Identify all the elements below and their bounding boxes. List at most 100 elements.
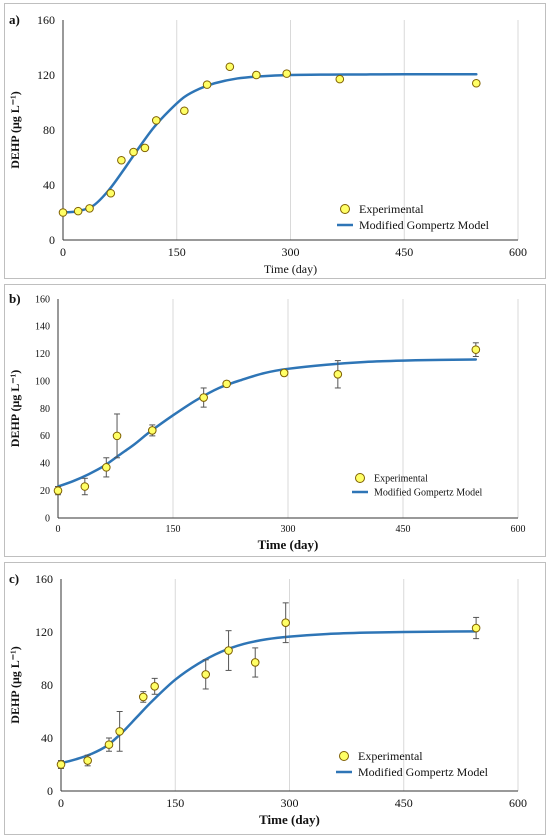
data-point [201,670,211,679]
model-curve [59,630,478,765]
data-point [138,692,148,702]
chart-svg-3: 0 150 300 450 600 0 40 80 120 160 c) Time (day) DEHP… [8,571,527,827]
data-point [151,116,161,125]
chart-panel-c: 0 150 300 450 600 0 40 80 120 160 c) Time (day) DEHP… [4,562,546,835]
legend: Experimental Modified Gompertz Model [337,202,490,232]
chart-panel-b: 0 150 300 450 600 0 20 40 60 80 100 120 140 160 b) Time… [4,284,546,557]
legend: Experimental Modified Gompertz Model [352,473,483,498]
data-point [85,204,94,213]
legend-label-model: Modified Gompertz Model [358,765,489,779]
legend-label-experimental: Experimental [358,749,423,763]
data-point [56,760,66,769]
data-point [80,482,90,491]
y-tick-label: 80 [41,678,53,692]
legend-label-model: Modified Gompertz Model [359,218,490,232]
x-tick-label: 0 [60,245,66,259]
y-axis-label: DEHP (μg L⁻¹) [8,91,22,168]
data-point [150,682,159,691]
data-point [140,143,150,153]
y-axis-label: DEHP (μg L⁻¹) [8,370,22,447]
x-tick-label: 450 [395,796,413,810]
data-point [199,393,208,402]
y-tick-label: 0 [49,233,55,247]
x-tick-label: 150 [166,524,181,535]
data-point [129,147,138,157]
data-point [104,740,114,749]
data-point [333,369,343,379]
chart-panel-a: 0 150 300 450 600 0 40 80 120 160 a) Time (day) DEHP… [4,3,546,279]
x-axis-label: Time (day) [259,812,320,827]
x-tick-label: 0 [56,524,61,535]
model-curve [61,73,478,214]
y-tick-label: 160 [35,294,50,305]
data-point [225,62,235,72]
y-tick-label: 80 [43,123,55,137]
x-tick-label: 150 [166,796,184,810]
data-point [471,623,481,633]
legend-label-experimental: Experimental [374,473,428,484]
y-tick-label: 60 [40,431,50,442]
legend-marker-experimental [339,751,349,761]
x-tick-label: 300 [281,796,299,810]
y-tick-label: 160 [37,13,55,27]
panel-label: a) [9,12,20,27]
y-tick-label: 120 [35,625,53,639]
data-point [58,208,68,217]
y-tick-label: 0 [47,784,53,798]
data-point [115,727,124,736]
y-tick-label: 0 [45,513,50,524]
y-tick-label: 40 [41,731,53,745]
x-tick-label: 450 [396,524,411,535]
data-point [83,756,92,765]
model-curve [56,358,478,488]
x-axis-label: Time (day) [258,537,319,552]
data-point [112,431,122,441]
legend-marker-experimental [355,473,365,483]
y-tick-label: 40 [40,459,50,470]
data-point [117,155,126,165]
data-point [102,463,111,472]
panel-label: b) [9,291,21,306]
data-point [224,646,233,655]
data-point [202,80,212,89]
x-tick-label: 600 [511,524,526,535]
y-tick-label: 80 [40,404,50,415]
y-tick-label: 140 [35,322,50,333]
legend-label-model: Modified Gompertz Model [374,487,483,498]
y-tick-label: 40 [43,178,55,192]
y-tick-label: 120 [35,349,50,360]
data-point [471,78,481,88]
legend: Experimental Modified Gompertz Model [336,749,489,779]
chart-svg-2: 0 150 300 450 600 0 20 40 60 80 100 120 140 160 b) Time… [8,291,526,552]
y-tick-label: 160 [35,572,53,586]
data-point [73,206,83,216]
y-tick-label: 20 [40,486,50,497]
x-tick-label: 600 [509,245,527,259]
legend-marker-experimental [340,204,350,214]
data-point [222,379,231,389]
x-tick-label: 600 [509,796,527,810]
data-point [53,486,63,495]
data-point [180,106,189,116]
legend-label-experimental: Experimental [359,202,424,216]
data-point [148,426,157,435]
data-point [471,345,481,354]
x-tick-label: 450 [395,245,413,259]
data-point [335,74,345,84]
data-point [279,368,289,378]
panel-label: c) [9,571,19,586]
y-tick-label: 120 [37,68,55,82]
x-axis-label: Time (day) [264,262,317,276]
data-point [252,70,261,80]
x-tick-label: 300 [282,245,300,259]
data-point [281,618,290,628]
data-point [282,69,292,78]
chart-svg-1: 0 150 300 450 600 0 40 80 120 160 a) Time (day) DEHP… [8,12,527,276]
x-tick-label: 300 [281,524,296,535]
data-point [250,658,260,667]
y-axis-label: DEHP (μg L⁻¹) [8,646,22,723]
data-point [106,188,116,198]
x-tick-label: 0 [58,796,64,810]
x-tick-label: 150 [168,245,186,259]
y-tick-label: 100 [35,376,50,387]
